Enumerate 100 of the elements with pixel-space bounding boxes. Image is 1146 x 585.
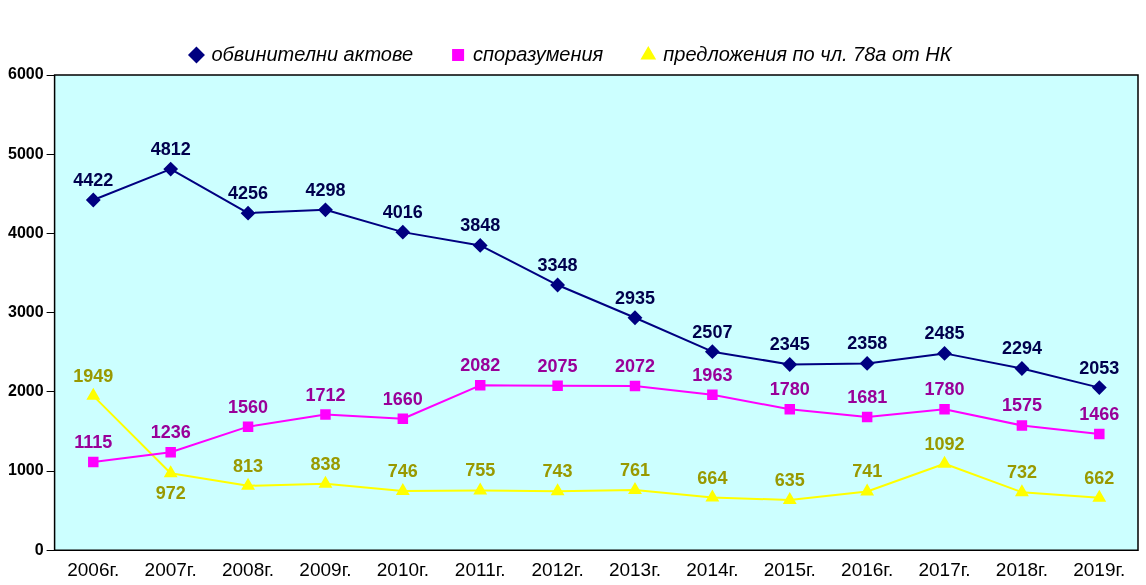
data-label: 664: [697, 467, 728, 488]
point: [320, 409, 331, 420]
point: [164, 466, 177, 478]
data-label: 2082: [460, 355, 501, 376]
data-label: 838: [310, 453, 341, 474]
data-label: 4016: [382, 202, 423, 223]
data-label: 972: [155, 483, 186, 504]
y-tick-label: 0: [34, 540, 44, 558]
legend-label: обвинителни актове: [211, 42, 414, 65]
y-tick-label: 4000: [8, 223, 44, 241]
data-label: 743: [542, 461, 573, 482]
data-label: 1660: [382, 388, 423, 409]
point: [784, 403, 796, 415]
point: [1093, 490, 1106, 502]
data-label: 746: [387, 461, 418, 482]
point: [396, 484, 410, 496]
data-label: 1115: [74, 431, 113, 452]
data-label: 3848: [460, 215, 501, 236]
point: [1092, 380, 1107, 395]
data-label: 1780: [924, 379, 965, 400]
legend-label: предложения по чл. 78а от НК: [663, 42, 953, 65]
data-label: 3348: [537, 255, 578, 276]
x-tick-label: 2017г.: [918, 558, 971, 580]
x-tick-label: 2011г.: [454, 558, 506, 580]
point: [241, 206, 256, 221]
point: [88, 456, 99, 468]
point: [550, 278, 565, 293]
data-label: 2507: [692, 321, 733, 342]
data-label: 1236: [150, 422, 191, 443]
data-label: 1092: [924, 433, 965, 454]
point: [552, 380, 563, 392]
data-label: 2053: [1079, 357, 1120, 378]
point: [474, 483, 487, 495]
data-label: 1712: [305, 384, 346, 405]
point: [938, 456, 951, 468]
y-tick-label: 2000: [8, 382, 44, 400]
point: [937, 346, 952, 361]
x-tick-label: 2019г.: [1073, 558, 1126, 580]
x-tick-label: 2013г.: [608, 558, 662, 580]
point: [318, 202, 333, 217]
data-label: 2075: [537, 355, 578, 376]
point: [163, 162, 178, 177]
point: [860, 484, 874, 496]
point: [395, 225, 410, 240]
point: [551, 484, 564, 496]
data-label: 732: [1006, 462, 1037, 483]
point: [473, 238, 488, 253]
y-tick-label: 5000: [8, 144, 44, 162]
data-label: 813: [233, 455, 264, 476]
data-label: 1575: [1001, 395, 1042, 416]
x-tick-label: 2014г.: [686, 558, 739, 580]
data-label: 2358: [847, 333, 888, 354]
data-label: 1560: [228, 396, 269, 417]
point: [783, 492, 796, 504]
point: [860, 356, 875, 371]
point: [705, 344, 720, 359]
x-tick-label: 2016г.: [841, 558, 894, 580]
data-label: 1466: [1079, 404, 1120, 425]
x-tick-label: 2009г.: [299, 558, 352, 580]
point: [86, 192, 101, 207]
point: [861, 411, 873, 423]
point: [397, 413, 409, 424]
point: [165, 447, 176, 458]
data-label: 755: [465, 460, 496, 481]
x-tick-label: 2010г.: [376, 558, 429, 580]
data-label: 4422: [73, 169, 114, 190]
data-label: 741: [852, 461, 883, 482]
point: [629, 380, 641, 392]
x-tick-label: 2006г.: [67, 558, 120, 580]
data-label: 4812: [150, 139, 191, 160]
x-tick-label: 2018г.: [995, 558, 1049, 580]
point: [319, 476, 332, 488]
point: [474, 380, 486, 391]
data-label: 1963: [692, 364, 733, 385]
data-label: 1949: [73, 365, 114, 386]
data-label: 2345: [769, 334, 810, 355]
x-tick-label: 2015г.: [763, 558, 816, 580]
y-tick-label: 6000: [8, 65, 44, 83]
point: [1014, 361, 1029, 376]
point: [939, 403, 950, 415]
x-tick-label: 2012г.: [531, 558, 584, 580]
y-tick-label: 3000: [8, 303, 44, 321]
point: [1015, 485, 1029, 497]
point: [1094, 428, 1105, 440]
data-label: 1780: [769, 379, 810, 400]
point: [1016, 420, 1028, 431]
point: [628, 482, 642, 494]
data-label: 4298: [305, 179, 346, 200]
point: [707, 389, 718, 400]
data-label: 761: [619, 459, 651, 480]
point: [87, 388, 100, 400]
x-tick-label: 2008г.: [221, 558, 275, 580]
data-label: 2485: [924, 323, 965, 344]
data-label: 2072: [614, 356, 656, 377]
point: [241, 478, 255, 490]
data-label: 2935: [614, 287, 656, 308]
data-label: 635: [774, 469, 805, 490]
y-tick-label: 1000: [8, 461, 44, 479]
data-label: 4256: [228, 183, 269, 204]
data-label: 2294: [1001, 338, 1042, 359]
